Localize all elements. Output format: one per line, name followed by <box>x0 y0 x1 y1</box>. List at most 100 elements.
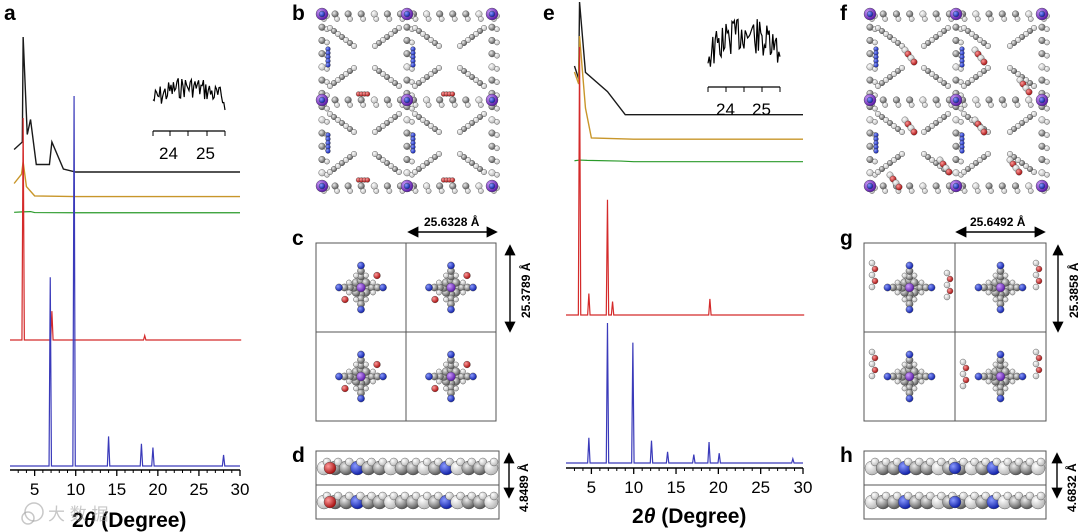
x-tick-label: 30 <box>794 478 813 497</box>
atom <box>911 296 918 303</box>
atom <box>447 350 455 359</box>
atom <box>346 289 352 296</box>
atom <box>334 16 340 22</box>
atom <box>895 102 902 108</box>
atom <box>895 16 902 22</box>
atom <box>327 110 334 117</box>
atom <box>1032 360 1040 368</box>
atom <box>469 73 476 80</box>
atom <box>363 361 369 368</box>
atom <box>403 182 411 190</box>
atom <box>959 62 965 68</box>
atom <box>334 188 340 194</box>
atom <box>958 119 964 125</box>
atom <box>1025 88 1033 96</box>
atom <box>925 40 932 47</box>
atom <box>948 495 962 509</box>
atom <box>465 102 471 108</box>
atom <box>937 76 944 83</box>
framework-3d-f <box>863 7 1050 194</box>
atom <box>447 394 455 403</box>
atom <box>981 40 988 47</box>
atom <box>927 372 936 381</box>
atom <box>353 361 359 368</box>
atom <box>908 188 915 194</box>
atom <box>992 457 1001 467</box>
atom <box>1044 132 1050 138</box>
atom <box>431 295 439 304</box>
inset-tick-25-e: 25 <box>752 100 771 119</box>
atom <box>436 368 442 375</box>
atom <box>403 96 411 104</box>
watermark: 大 数 据 <box>21 502 108 525</box>
atom <box>894 289 901 296</box>
atom <box>428 156 435 163</box>
atom <box>324 105 330 112</box>
atom <box>887 73 894 80</box>
atom <box>1007 150 1014 157</box>
atom <box>883 372 892 381</box>
atom <box>911 272 918 279</box>
atom <box>872 119 878 125</box>
atom <box>409 158 415 165</box>
atom <box>992 491 1001 501</box>
atom <box>461 153 468 160</box>
atom <box>941 28 948 35</box>
atom <box>423 491 432 501</box>
atom <box>469 34 476 41</box>
atom <box>488 96 496 104</box>
atom <box>1002 272 1009 279</box>
atom <box>481 25 488 32</box>
atom <box>447 305 455 314</box>
atom <box>1015 156 1022 163</box>
atom <box>1014 491 1024 501</box>
atom <box>318 10 326 18</box>
atom <box>424 159 431 166</box>
atom <box>331 165 338 172</box>
atom <box>961 102 968 108</box>
atom <box>1035 354 1043 362</box>
atom <box>1044 66 1050 72</box>
atom <box>911 385 918 392</box>
atom <box>868 283 876 291</box>
atom <box>883 162 890 169</box>
atom <box>478 491 488 501</box>
atom <box>961 25 968 32</box>
atom <box>436 289 442 296</box>
atom <box>389 457 398 467</box>
atom <box>467 491 476 501</box>
atom <box>384 73 391 80</box>
atom <box>959 358 967 366</box>
atom <box>977 70 984 77</box>
atom <box>363 272 369 279</box>
atom <box>1032 271 1040 279</box>
x-axis-label-e: 2θ (Degree) <box>632 505 746 528</box>
atom <box>335 283 343 292</box>
atom <box>904 457 913 467</box>
atom <box>412 188 419 194</box>
atom <box>887 34 894 41</box>
watermark-text: 大 数 据 <box>48 505 108 524</box>
atom <box>372 43 379 50</box>
atom <box>494 119 500 125</box>
atom <box>958 39 964 46</box>
atom <box>881 491 891 501</box>
atom <box>360 102 367 108</box>
atom <box>969 31 976 38</box>
atom <box>992 385 999 392</box>
atom <box>438 102 445 108</box>
atom <box>372 128 379 135</box>
atom <box>325 62 331 68</box>
atom <box>962 376 970 384</box>
panel-label-h: h <box>840 444 853 467</box>
atom <box>887 159 894 166</box>
atom <box>918 368 925 375</box>
atom <box>1044 52 1050 59</box>
atom <box>431 384 439 393</box>
atom <box>481 168 488 175</box>
atom <box>364 91 371 97</box>
atom <box>872 105 878 112</box>
atom <box>945 82 952 89</box>
atom <box>412 82 419 89</box>
atom <box>367 457 376 467</box>
